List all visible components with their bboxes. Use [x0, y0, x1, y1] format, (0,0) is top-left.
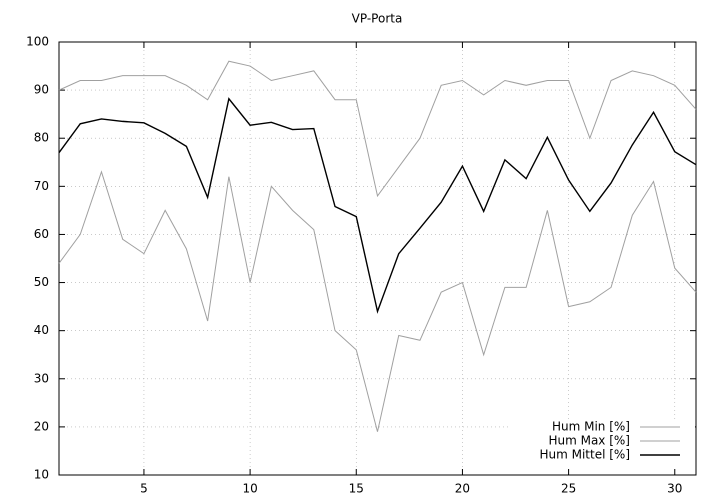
x-tick-label: 15 [349, 482, 364, 496]
x-tick-label: 30 [667, 482, 682, 496]
x-tick-label: 25 [561, 482, 576, 496]
x-tick-label: 20 [455, 482, 470, 496]
legend-label: Hum Max [%] [548, 434, 630, 448]
y-tick-label: 90 [34, 83, 49, 97]
y-tick-label: 30 [34, 371, 49, 385]
series-line [58, 60, 697, 198]
y-tick-label: 100 [26, 35, 49, 49]
chart-title: VP-Porta [352, 12, 403, 26]
legend-label: Hum Mittel [%] [539, 448, 630, 462]
series-line [58, 170, 697, 432]
x-tick-label: 5 [140, 482, 148, 496]
y-tick-label: 60 [34, 227, 49, 241]
y-tick-label: 20 [34, 419, 49, 433]
plot-frame [58, 41, 697, 476]
series-line [58, 97, 697, 314]
y-tick-label: 40 [34, 323, 49, 337]
y-tick-label: 70 [34, 179, 49, 193]
legend-label: Hum Min [%] [552, 420, 630, 434]
y-tick-label: 50 [34, 275, 49, 289]
y-tick-label: 10 [34, 468, 49, 482]
x-tick-label: 10 [242, 482, 257, 496]
y-tick-label: 80 [34, 131, 49, 145]
